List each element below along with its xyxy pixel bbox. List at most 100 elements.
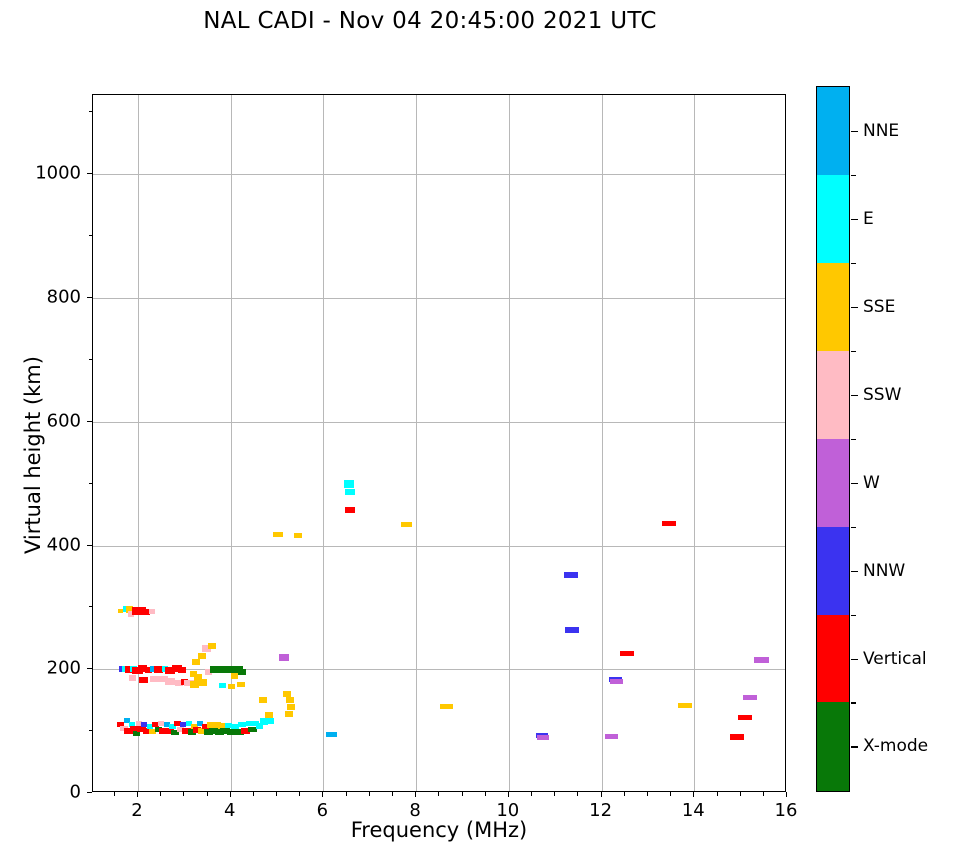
x-tick	[229, 792, 231, 797]
x-tick-minor	[368, 792, 370, 796]
data-mark	[201, 723, 210, 729]
colorbar-boundary-tick	[851, 526, 856, 529]
data-mark	[190, 723, 199, 729]
y-tick-label: 200	[46, 657, 81, 679]
data-mark	[165, 728, 174, 735]
data-mark	[159, 676, 168, 683]
data-mark	[148, 608, 156, 614]
data-mark	[605, 734, 619, 740]
data-mark	[233, 728, 244, 735]
data-mark	[124, 666, 133, 674]
data-mark	[279, 654, 289, 661]
data-mark	[231, 723, 240, 729]
grid-line-vertical	[138, 95, 139, 791]
data-mark	[218, 682, 226, 688]
colorbar-segment-vertical[interactable]	[817, 614, 849, 703]
data-mark	[738, 715, 753, 720]
colorbar-tick	[851, 570, 858, 573]
x-tick	[693, 792, 695, 797]
x-tick-minor	[554, 792, 556, 796]
x-tick-label: 4	[223, 800, 236, 821]
y-tick	[87, 297, 92, 298]
colorbar-segment-ssw[interactable]	[817, 350, 849, 440]
data-mark	[137, 726, 147, 733]
data-mark	[245, 721, 253, 727]
colorbar[interactable]: NNE E SSE SSW W NNW Vertical X-mode	[816, 86, 928, 792]
colorbar-boundary-tick	[851, 438, 856, 441]
grid-line-vertical	[694, 95, 696, 791]
colorbar-segment-e[interactable]	[817, 174, 849, 264]
data-mark	[283, 691, 292, 697]
data-mark	[238, 668, 247, 675]
y-tick	[87, 420, 92, 422]
data-mark	[118, 609, 123, 614]
data-mark	[264, 712, 273, 718]
data-mark	[214, 728, 225, 735]
x-tick-label: 8	[409, 800, 421, 821]
data-mark	[345, 489, 356, 496]
data-mark	[326, 732, 338, 738]
data-mark	[201, 645, 212, 653]
data-mark	[227, 684, 236, 690]
colorbar-segment-nnw[interactable]	[817, 526, 849, 616]
y-tick	[87, 544, 92, 546]
data-mark	[185, 721, 193, 727]
y-tick-minor	[88, 235, 92, 237]
x-tick-minor	[160, 792, 162, 796]
colorbar-segment-w[interactable]	[817, 438, 849, 528]
data-mark	[180, 678, 188, 685]
grid-line-vertical	[508, 95, 510, 791]
x-tick	[600, 792, 602, 797]
data-mark	[273, 531, 283, 537]
x-tick	[786, 792, 787, 797]
data-mark	[285, 710, 293, 717]
colorbar-segment-nne[interactable]	[817, 87, 849, 176]
data-mark	[537, 734, 550, 740]
data-mark	[197, 652, 207, 659]
data-mark	[184, 679, 194, 686]
data-mark	[176, 726, 185, 732]
y-tick-label: 400	[46, 534, 81, 555]
y-tick-label: 800	[46, 286, 81, 308]
data-mark	[345, 506, 356, 513]
grid-line-horizontal	[93, 545, 785, 547]
x-tick-label: 16	[774, 800, 798, 821]
data-mark	[238, 722, 247, 728]
grid-line-vertical	[230, 95, 232, 791]
data-mark	[140, 609, 151, 616]
data-mark	[564, 626, 579, 633]
data-mark	[191, 659, 200, 666]
data-mark	[209, 727, 219, 734]
colorbar-tick	[851, 658, 858, 660]
data-mark	[126, 606, 133, 614]
data-mark	[189, 680, 200, 688]
data-mark	[123, 717, 130, 723]
data-mark	[218, 723, 227, 730]
x-tick-minor	[531, 792, 532, 796]
data-mark	[293, 532, 302, 538]
y-tick-minor	[88, 482, 92, 484]
data-mark	[208, 643, 217, 650]
x-tick-label: 12	[589, 800, 613, 821]
data-mark	[222, 665, 235, 673]
data-mark	[661, 520, 676, 526]
x-tick-minor	[577, 792, 579, 796]
x-tick-minor	[252, 792, 254, 796]
data-mark	[237, 681, 245, 687]
data-mark	[240, 728, 251, 735]
x-axis-label: Frequency (MHz)	[350, 818, 528, 842]
colorbar-label-w: W	[863, 472, 880, 493]
colorbar-segment-sse[interactable]	[817, 262, 849, 352]
data-mark	[229, 666, 243, 674]
data-mark	[198, 728, 208, 735]
x-tick-minor	[716, 792, 718, 796]
grid-line-horizontal	[93, 421, 785, 423]
data-mark	[169, 724, 176, 730]
data-mark	[285, 697, 295, 704]
colorbar-segment-x-mode[interactable]	[817, 702, 849, 791]
data-mark	[609, 679, 623, 685]
x-tick-minor	[484, 792, 486, 796]
y-axis-label: Virtual height (km)	[21, 356, 45, 554]
data-mark	[130, 725, 139, 732]
